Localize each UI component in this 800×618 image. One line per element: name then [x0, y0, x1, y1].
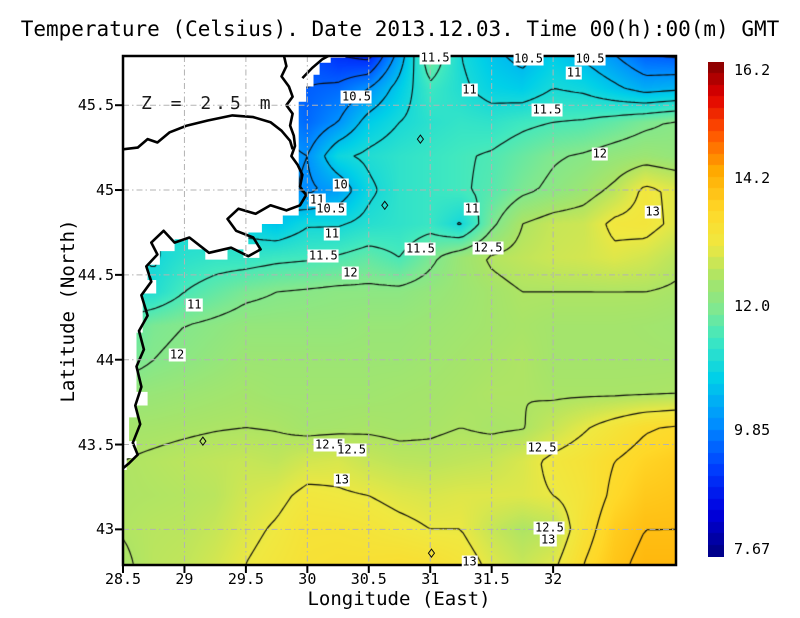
- coastline-danube-delta: [123, 114, 294, 151]
- contour-label: 11: [186, 297, 203, 312]
- contour-label: 13: [644, 204, 661, 219]
- contour-dot: [416, 134, 425, 144]
- x-tick-label: 29.5: [227, 570, 264, 588]
- colorbar-tick-label: 16.2: [734, 61, 771, 79]
- y-tick-label: 45.5: [77, 96, 114, 115]
- contour-label: 12: [342, 265, 359, 280]
- x-tick-label: 28.5: [104, 570, 142, 588]
- contour-label: 13: [461, 554, 478, 569]
- contour-label: 12: [591, 146, 609, 161]
- contour-label: 11.5: [419, 50, 451, 65]
- contour-label: 11: [463, 201, 481, 216]
- contour-label: 11: [565, 65, 583, 80]
- x-tick-label: 31: [421, 570, 440, 588]
- contour-label: 12.5: [336, 442, 368, 457]
- x-tick-label: 30: [298, 570, 317, 588]
- colorbar-tick-label: 9.85: [734, 421, 771, 440]
- plot-title: Temperature (Celsius). Date 2013.12.03. …: [20, 17, 780, 41]
- colorbar-tick-label: 14.2: [734, 169, 771, 188]
- coastline-main: [123, 56, 308, 470]
- x-tick-label: 31.5: [473, 570, 510, 588]
- contour-label: 13: [333, 472, 350, 487]
- contour-dot: [427, 548, 436, 558]
- contour-dot: [381, 200, 389, 211]
- contour-label: 11.5: [404, 241, 436, 256]
- contour-label: 10.5: [341, 89, 372, 104]
- x-axis-title: Longitude (East): [307, 588, 491, 610]
- y-tick-label: 44: [95, 350, 114, 369]
- depth-annotation: Z = 2.5 m: [141, 93, 275, 114]
- colorbar-tick-label: 7.67: [734, 540, 771, 558]
- contour-label: 11: [461, 82, 478, 97]
- contour-label: 10.5: [513, 51, 544, 66]
- contour-label: 11.5: [307, 248, 339, 263]
- plot-frame: [121, 54, 678, 567]
- contour-label: 12: [168, 347, 186, 362]
- coastline-spit: [301, 56, 331, 80]
- contour-label: 12.5: [526, 440, 558, 455]
- contour-label: 11.5: [531, 102, 563, 117]
- contour-label: 11: [323, 226, 341, 241]
- x-tick-label: 30.5: [350, 570, 387, 588]
- x-tick-label: 32: [544, 570, 563, 588]
- colorbar-tick-label: 12.0: [734, 296, 771, 315]
- contour-label: 10.5: [574, 51, 606, 66]
- contour-dot: [199, 436, 207, 446]
- contour-label: 10: [332, 177, 349, 192]
- contour-label: 12.5: [472, 240, 504, 255]
- contour-label: 13: [539, 532, 557, 547]
- y-tick-label: 45: [95, 181, 114, 200]
- contour-label: 10.5: [315, 201, 347, 216]
- colorbar: [708, 62, 724, 557]
- y-tick-label: 43.5: [77, 435, 114, 454]
- land-mask: [123, 56, 346, 470]
- y-tick-label: 43: [95, 520, 114, 539]
- x-tick-label: 29: [175, 570, 194, 588]
- y-tick-label: 44.5: [77, 265, 114, 284]
- land-group: [123, 56, 346, 470]
- contour-label: 12.5: [533, 520, 565, 535]
